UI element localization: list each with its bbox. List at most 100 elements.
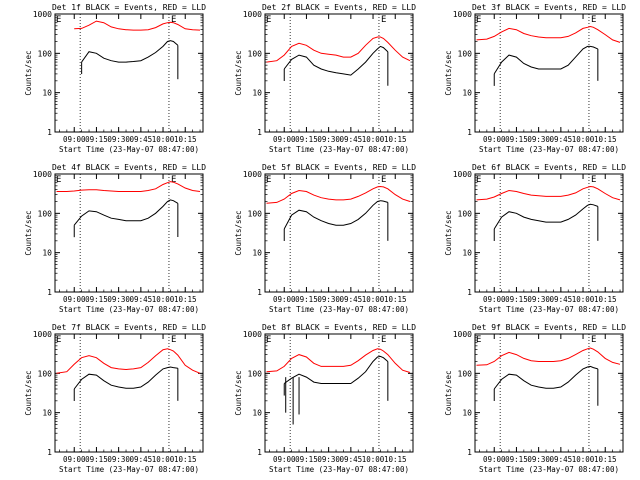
time-marker-label: E <box>591 15 596 25</box>
x-tick-label: 09:00 <box>63 455 86 464</box>
plot-frame <box>264 13 414 133</box>
plot-frame <box>54 333 204 453</box>
time-marker-label: E <box>381 175 386 185</box>
lld-line <box>266 185 411 204</box>
y-tick-label: 1 <box>467 448 472 457</box>
x-tick-label: 09:45 <box>130 295 153 304</box>
y-axis-title: Counts/sec <box>234 370 243 415</box>
time-marker-label: E <box>171 15 176 25</box>
x-tick-label: 09:15 <box>505 455 528 464</box>
x-axis-title: Start Time (23-May-07 08:47:00) <box>59 145 199 154</box>
panels-group: Det 1f BLACK = Events, RED = LLD11010010… <box>24 3 626 474</box>
y-tick-label: 1 <box>257 448 262 457</box>
y-tick-label: 1000 <box>33 330 52 339</box>
x-tick-label: 09:15 <box>85 455 108 464</box>
x-tick-label: 09:30 <box>527 295 550 304</box>
x-tick-label: 09:30 <box>527 455 550 464</box>
x-tick-label: 09:30 <box>317 135 340 144</box>
time-marker-label: E <box>171 335 176 345</box>
y-tick-label: 10 <box>252 249 262 258</box>
x-tick-label: 09:30 <box>317 455 340 464</box>
start-marker-label: E <box>266 15 271 25</box>
x-tick-label: 09:45 <box>550 135 573 144</box>
x-axis-title: Start Time (23-May-07 08:47:00) <box>59 465 199 474</box>
x-tick-label: 09:00 <box>63 295 86 304</box>
x-tick-label: 09:15 <box>295 455 318 464</box>
events-line <box>283 355 389 384</box>
y-axis-title: Counts/sec <box>444 210 453 255</box>
panel-title: Det 8f BLACK = Events, RED = LLD <box>262 323 416 332</box>
y-tick-label: 10 <box>252 89 262 98</box>
x-tick-label: 09:45 <box>340 135 363 144</box>
panel-title: Det 4f BLACK = Events, RED = LLD <box>52 163 206 172</box>
plot-frame <box>474 173 624 293</box>
time-marker-label: E <box>591 175 596 185</box>
panel-title: Det 7f BLACK = Events, RED = LLD <box>52 323 206 332</box>
x-tick-label: 10:00 <box>572 455 595 464</box>
time-marker-label: E <box>381 335 386 345</box>
y-tick-label: 10 <box>252 409 262 418</box>
start-marker-label: E <box>476 175 481 185</box>
y-tick-label: 100 <box>248 369 263 378</box>
x-tick-label: 10:15 <box>174 135 197 144</box>
plot-frame <box>474 333 624 453</box>
events-line <box>283 45 389 76</box>
y-axis-title: Counts/sec <box>234 50 243 95</box>
lld-line <box>266 36 411 63</box>
x-tick-label: 10:15 <box>384 455 407 464</box>
y-tick-label: 100 <box>38 209 53 218</box>
panel-title: Det 5f BLACK = Events, RED = LLD <box>262 163 416 172</box>
x-tick-label: 09:45 <box>550 455 573 464</box>
panel-title: Det 6f BLACK = Events, RED = LLD <box>472 163 626 172</box>
x-tick-label: 09:30 <box>107 135 130 144</box>
panel-title: Det 2f BLACK = Events, RED = LLD <box>262 3 416 12</box>
x-tick-label: 09:45 <box>340 455 363 464</box>
x-tick-label: 09:30 <box>107 295 130 304</box>
x-tick-label: 10:00 <box>362 135 385 144</box>
x-tick-label: 10:15 <box>384 295 407 304</box>
x-tick-label: 10:00 <box>152 295 175 304</box>
panel-4: Det 4f BLACK = Events, RED = LLD 1 10 100 10… <box>24 163 206 314</box>
start-marker-label: E <box>56 335 61 345</box>
y-tick-label: 10 <box>462 409 472 418</box>
x-tick-label: 09:45 <box>550 295 573 304</box>
y-tick-label: 100 <box>248 49 263 58</box>
x-tick-label: 09:15 <box>505 295 528 304</box>
x-tick-label: 09:15 <box>505 135 528 144</box>
panel-9: Det 9f BLACK = Events, RED = LLD 1 10 100 10… <box>444 323 626 474</box>
events-line <box>283 200 388 230</box>
y-tick-label: 10 <box>42 409 52 418</box>
x-axis-title: Start Time (23-May-07 08:47:00) <box>59 305 199 314</box>
x-tick-label: 09:00 <box>273 135 296 144</box>
start-marker-label: E <box>56 175 61 185</box>
x-axis-title: Start Time (23-May-07 08:47:00) <box>479 145 619 154</box>
start-marker-label: E <box>266 175 271 185</box>
lld-line <box>476 185 621 201</box>
y-tick-label: 1000 <box>453 10 472 19</box>
x-tick-label: 09:00 <box>483 455 506 464</box>
events-line <box>81 40 179 63</box>
y-tick-label: 100 <box>458 369 473 378</box>
x-tick-label: 10:15 <box>174 455 197 464</box>
x-tick-label: 09:00 <box>63 135 86 144</box>
y-tick-label: 10 <box>42 89 52 98</box>
y-tick-label: 100 <box>38 369 53 378</box>
x-tick-label: 09:30 <box>107 455 130 464</box>
x-tick-label: 10:15 <box>594 455 617 464</box>
x-tick-label: 10:00 <box>572 295 595 304</box>
plot-frame <box>54 13 204 133</box>
start-marker-label: E <box>266 335 271 345</box>
lld-line <box>74 20 201 31</box>
x-tick-label: 10:00 <box>152 135 175 144</box>
panel-2: Det 2f BLACK = Events, RED = LLD 1 10 100 10… <box>234 3 416 154</box>
events-line <box>493 45 598 75</box>
x-axis-title: Start Time (23-May-07 08:47:00) <box>479 305 619 314</box>
panel-7: Det 7f BLACK = Events, RED = LLD 1 10 100 10… <box>24 323 206 474</box>
panel-title: Det 9f BLACK = Events, RED = LLD <box>472 323 626 332</box>
x-tick-label: 09:15 <box>295 295 318 304</box>
events-line <box>493 365 598 390</box>
plot-frame <box>264 333 414 453</box>
y-tick-label: 1 <box>47 288 52 297</box>
